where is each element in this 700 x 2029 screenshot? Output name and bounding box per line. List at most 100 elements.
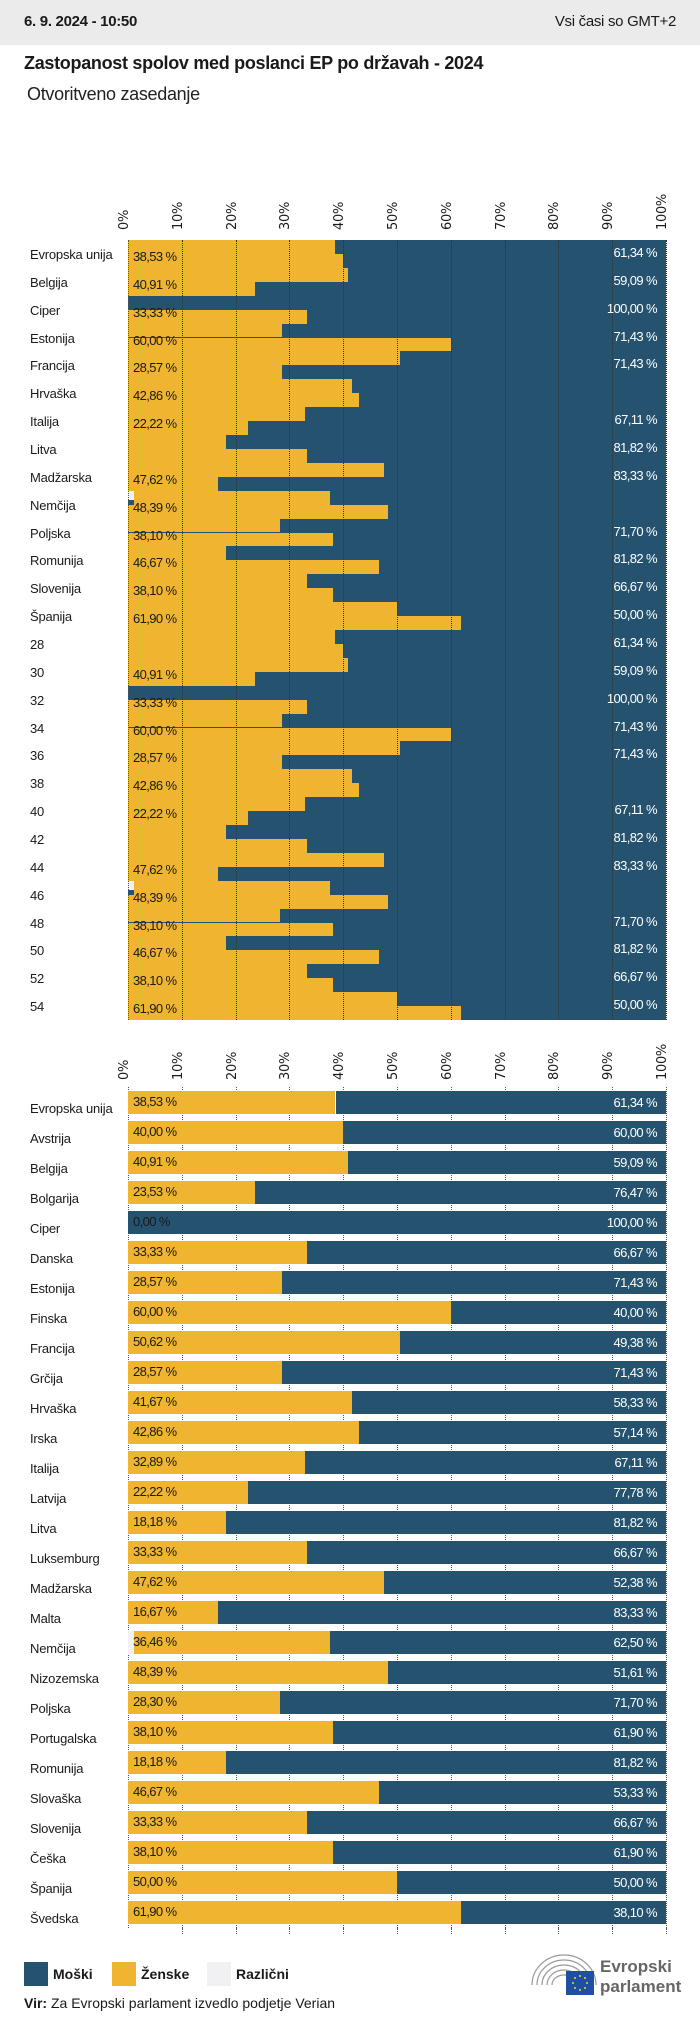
category-label: Slovenija: [30, 1821, 81, 1836]
male-value-label: 81,82 %: [613, 829, 657, 845]
male-value-label: 100,00 %: [606, 1215, 658, 1230]
category-label: Švedska: [30, 1911, 79, 1926]
bar-female: [128, 825, 226, 839]
male-value-label: 61,90 %: [613, 1725, 657, 1740]
bar-female: [133, 1631, 330, 1654]
bar-female: [128, 546, 226, 561]
male-value-label: 81,82 %: [613, 1515, 657, 1530]
gridline: [666, 240, 667, 1020]
legend-label-female: Ženske: [141, 1966, 190, 1982]
gridline: [504, 1928, 506, 1934]
female-value-label: 60,00 %: [133, 332, 177, 348]
male-value-label: 61,90 %: [613, 1845, 657, 1860]
bar-female: [128, 1151, 349, 1174]
legend-label-male: Moški: [53, 1966, 93, 1982]
male-value-label: 83,33 %: [613, 1605, 657, 1620]
female-value-label: 22,22 %: [133, 416, 177, 432]
female-value-label: 48,39 %: [133, 499, 177, 515]
female-value-label: 33,33 %: [133, 1244, 177, 1259]
gridline: [397, 1928, 398, 1934]
category-label: 28: [30, 636, 45, 652]
male-value-label: 50,00 %: [613, 1875, 657, 1890]
gridline: [450, 240, 452, 1020]
category-label: Evropska unija: [30, 246, 113, 262]
category-label: Estonija: [30, 1281, 75, 1296]
female-value-label: 28,57 %: [133, 1364, 177, 1379]
bar-female: [128, 1271, 282, 1294]
female-value-label: 33,33 %: [133, 304, 177, 320]
bar-female: [128, 588, 333, 603]
male-value-label: 71,43 %: [613, 1365, 657, 1380]
bar-male: [247, 1481, 666, 1504]
bar-male: [343, 1121, 666, 1144]
bar-female: [128, 657, 349, 672]
female-value-label: 0,00 %: [133, 1214, 170, 1229]
gridline: [181, 240, 183, 1020]
category-label: Slovenija: [30, 581, 81, 597]
male-value-label: 53,33 %: [613, 1785, 657, 1800]
bar-female: [128, 1841, 333, 1864]
bar-female: [128, 518, 281, 533]
male-value-label: 67,11 %: [614, 1455, 657, 1470]
bar-female: [128, 755, 282, 770]
bar-female: [128, 769, 353, 784]
bar-male: [379, 1781, 666, 1804]
female-value-label: 61,90 %: [133, 1001, 177, 1017]
bar-female: [128, 407, 305, 422]
logo-text-line2: parlament: [600, 1977, 682, 1996]
gridline: [450, 1087, 452, 1928]
header-bar: 6. 9. 2024 - 10:50 Vsi časi so GMT+2: [0, 0, 700, 45]
gridline: [289, 1087, 291, 1928]
bar-female: [128, 462, 385, 477]
bar-female: [128, 1511, 226, 1534]
gridline: [612, 1928, 614, 1934]
female-value-label: 28,57 %: [133, 750, 177, 766]
bar-female: [128, 574, 308, 589]
bar-female: [128, 1331, 401, 1354]
male-value-label: 71,70 %: [613, 523, 657, 539]
male-value-label: 59,09 %: [613, 662, 657, 678]
tick-label: 50%: [386, 202, 401, 230]
female-value-label: 40,91 %: [133, 1154, 177, 1169]
male-value-label: 71,43 %: [613, 356, 657, 372]
female-value-label: 38,10 %: [133, 917, 177, 933]
gridline: [128, 1087, 129, 1928]
tick-label: 30%: [278, 1052, 294, 1080]
category-label: Malta: [30, 1611, 61, 1626]
bar-male: [358, 1421, 666, 1444]
female-value-label: 48,39 %: [133, 889, 177, 905]
category-label: Španija: [30, 1881, 72, 1896]
category-label: Hrvaška: [30, 1401, 77, 1416]
tick-label: 20%: [224, 1052, 240, 1080]
gridline: [343, 1928, 345, 1934]
bar-male: [225, 1511, 666, 1534]
female-value-label: 23,53 %: [133, 1184, 177, 1199]
category-label: Luksemburg: [30, 1551, 100, 1566]
gridline: [289, 240, 291, 1020]
male-value-label: 66,67 %: [613, 1245, 657, 1260]
bar-female: [128, 741, 401, 756]
gridline: [181, 1928, 183, 1934]
bar-female: [128, 699, 308, 714]
female-value-label: 60,00 %: [133, 722, 177, 738]
gridline: [612, 240, 614, 1020]
tick-label: 30%: [278, 202, 294, 230]
bar-female: [128, 1091, 336, 1114]
bar-female: [128, 365, 282, 380]
bar-male: [397, 1871, 666, 1894]
bar-female: [128, 838, 308, 853]
male-value-label: 52,38 %: [613, 1575, 657, 1590]
bar-female: [128, 1541, 308, 1564]
timezone-note: Vsi časi so GMT+2: [554, 13, 676, 30]
female-value-label: 40,91 %: [133, 666, 177, 682]
male-value-label: 66,67 %: [613, 1815, 657, 1830]
bar-female: [128, 1481, 248, 1504]
bar-female: [128, 950, 380, 965]
category-label: Belgija: [30, 1161, 68, 1176]
gridline: [558, 1928, 560, 1934]
gridline: [504, 240, 506, 1020]
gridline: [289, 1928, 291, 1934]
bar-male: [332, 1841, 666, 1864]
category-label: 46: [30, 887, 45, 903]
female-value-label: 47,62 %: [133, 861, 177, 877]
